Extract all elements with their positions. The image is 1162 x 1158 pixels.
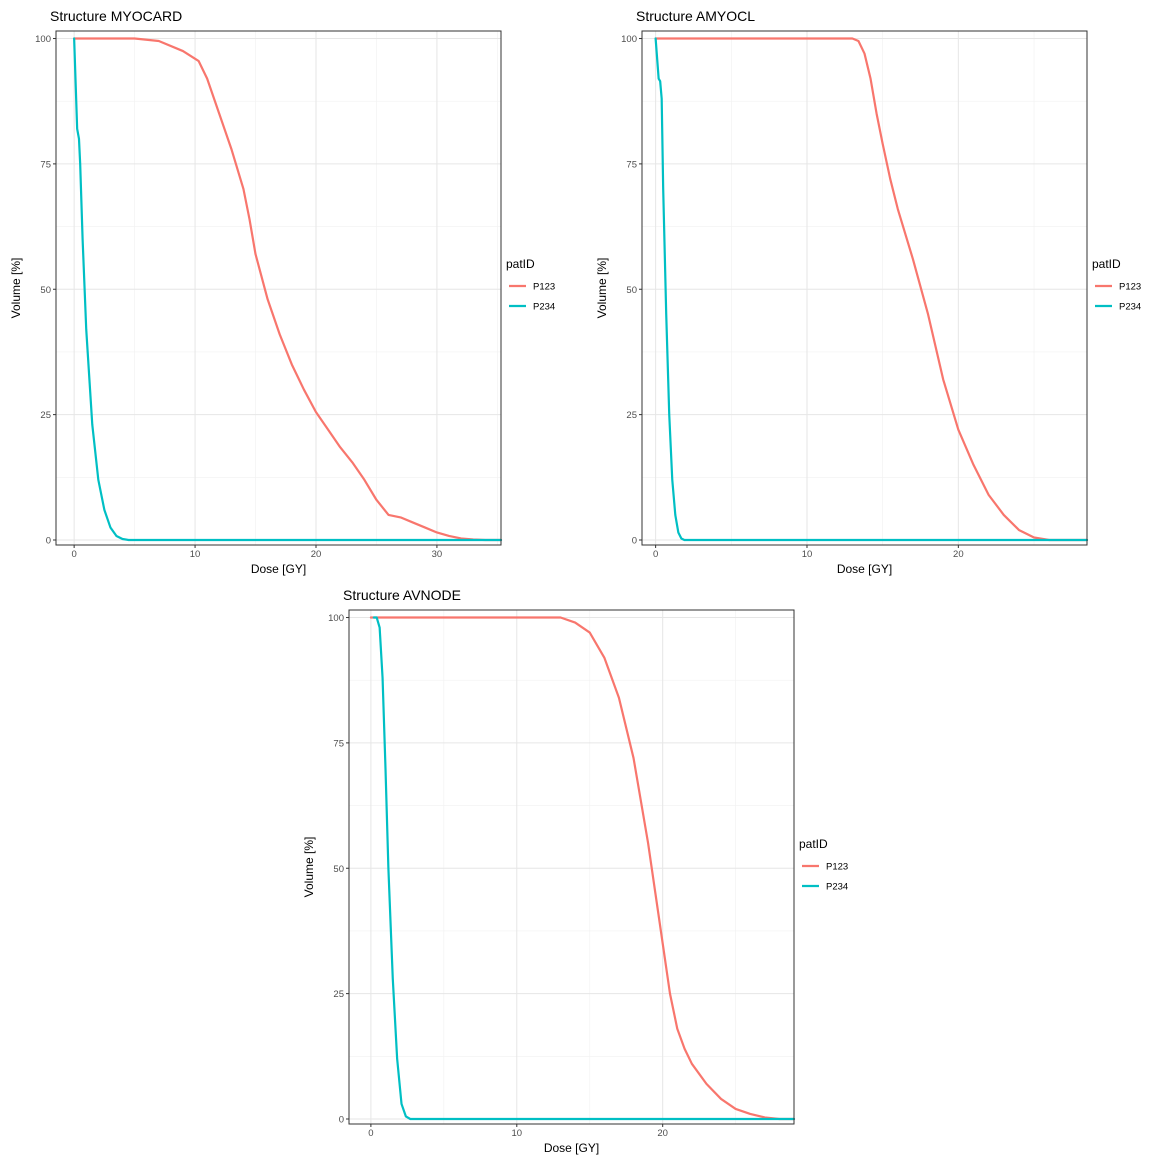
panel-2: 0 10 20 0 25 50 75 100 Structure AMYOCL Dose [GY]… [595,8,1141,576]
plot-background [642,31,1087,545]
panel-title: Structure AVNODE [343,587,461,603]
y-axis-label: Volume [%] [595,258,609,319]
plot-border [641,30,1088,546]
legend-label-P123: P123 [533,282,555,293]
x-axis-label: Dose [GY] [251,562,306,576]
plot-border [55,30,502,546]
x-tick-label: 20 [657,1128,668,1139]
x-tick-label: 10 [190,549,201,560]
y-tick-label: 100 [35,34,51,45]
x-tick-label: 0 [653,549,658,560]
series-line-P234 [372,616,796,1121]
y-axis-label: Volume [%] [302,837,316,898]
y-tick-label: 75 [626,159,637,170]
y-tick-label: 0 [46,535,51,546]
x-tick-label: 0 [71,549,76,560]
panel-title: Structure MYOCARD [50,8,182,24]
panel-title: Structure AMYOCL [636,8,755,24]
y-tick-label: 100 [328,613,344,624]
y-tick-label: 100 [621,34,637,45]
legend-label-P234: P234 [826,882,848,893]
plot-background [349,610,794,1124]
legend: patID P123 P234 [1092,257,1141,313]
legend-title: patID [1092,257,1121,271]
x-tick-label: 0 [368,1128,373,1139]
y-tick-label: 50 [40,285,51,296]
legend: patID P123 P234 [506,257,555,313]
y-tick-label: 75 [40,159,51,170]
series-line-P234 [654,37,1089,542]
legend-label-P123: P123 [826,862,848,873]
legend-title: patID [799,837,828,851]
x-tick-label: 10 [802,549,813,560]
legend-label-P123: P123 [1119,282,1141,293]
series-line-P123 [654,37,1089,542]
y-tick-label: 25 [333,989,344,1000]
plot-background [56,31,501,545]
x-tick-label: 20 [953,549,964,560]
y-tick-label: 75 [333,738,344,749]
y-tick-label: 25 [40,410,51,421]
x-axis-label: Dose [GY] [837,562,892,576]
series-line-P234 [73,37,503,542]
plot-border [348,609,795,1125]
legend-label-P234: P234 [1119,302,1141,313]
y-tick-label: 50 [333,864,344,875]
panel-3: 0 10 20 0 25 50 75 100 Structure AVNODE Dose [GY]… [302,587,848,1155]
series-line-P123 [369,616,796,1121]
y-axis-label: Volume [%] [9,258,23,319]
x-tick-label: 10 [511,1128,522,1139]
legend-label-P234: P234 [533,302,555,313]
legend-title: patID [506,257,535,271]
y-tick-label: 50 [626,285,637,296]
x-tick-label: 30 [432,549,443,560]
x-axis-label: Dose [GY] [544,1141,599,1155]
series-line-P123 [73,37,503,542]
x-tick-label: 20 [311,549,322,560]
panel-1: 0 10 20 30 0 25 50 75 100 Structure MYOCARD Dose [… [9,8,555,576]
y-tick-label: 0 [339,1114,344,1125]
legend: patID P123 P234 [799,837,848,893]
y-tick-label: 0 [632,535,637,546]
y-tick-label: 25 [626,410,637,421]
